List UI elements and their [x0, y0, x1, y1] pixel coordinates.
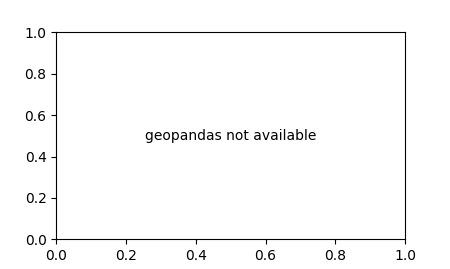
Text: geopandas not available: geopandas not available — [145, 129, 316, 143]
